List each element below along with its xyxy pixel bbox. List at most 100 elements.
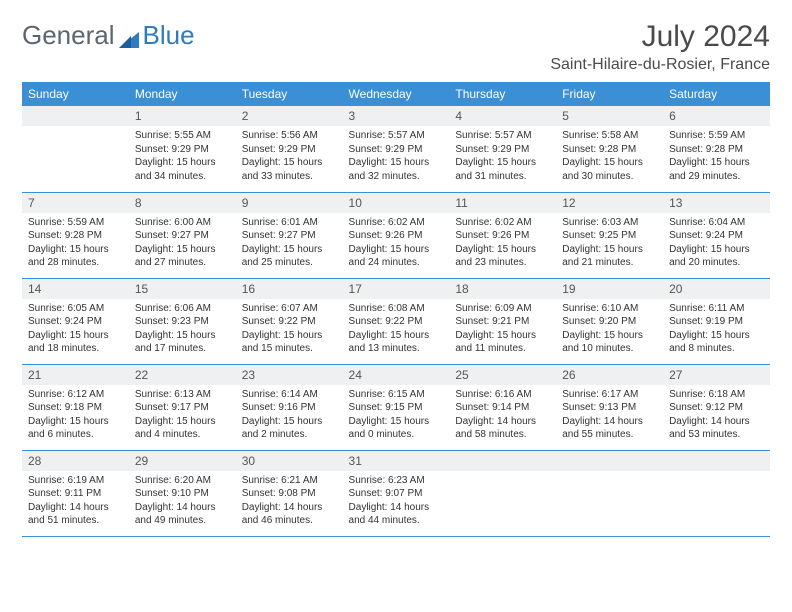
day-number: 19 xyxy=(556,279,663,299)
sunset-text: Sunset: 9:28 PM xyxy=(28,229,123,243)
day-number xyxy=(449,451,556,471)
calendar-cell: 3Sunrise: 5:57 AMSunset: 9:29 PMDaylight… xyxy=(343,106,450,192)
daylight-text: Daylight: 15 hours and 21 minutes. xyxy=(562,243,657,270)
day-number: 12 xyxy=(556,193,663,213)
day-number: 3 xyxy=(343,106,450,126)
day-details: Sunrise: 6:08 AMSunset: 9:22 PMDaylight:… xyxy=(343,299,450,360)
day-number: 11 xyxy=(449,193,556,213)
day-details: Sunrise: 6:21 AMSunset: 9:08 PMDaylight:… xyxy=(236,471,343,532)
sunset-text: Sunset: 9:24 PM xyxy=(669,229,764,243)
day-details: Sunrise: 6:03 AMSunset: 9:25 PMDaylight:… xyxy=(556,213,663,274)
sunrise-text: Sunrise: 6:15 AM xyxy=(349,388,444,402)
sunrise-text: Sunrise: 6:02 AM xyxy=(455,216,550,230)
calendar-body: 1Sunrise: 5:55 AMSunset: 9:29 PMDaylight… xyxy=(22,106,770,536)
day-number: 13 xyxy=(663,193,770,213)
sunrise-text: Sunrise: 6:19 AM xyxy=(28,474,123,488)
calendar-cell: 17Sunrise: 6:08 AMSunset: 9:22 PMDayligh… xyxy=(343,278,450,364)
day-number xyxy=(556,451,663,471)
month-title: July 2024 xyxy=(550,20,770,54)
daylight-text: Daylight: 15 hours and 0 minutes. xyxy=(349,415,444,442)
day-number: 7 xyxy=(22,193,129,213)
brand-part2: Blue xyxy=(143,20,195,51)
sunset-text: Sunset: 9:24 PM xyxy=(28,315,123,329)
day-header: Saturday xyxy=(663,82,770,106)
calendar-cell: 8Sunrise: 6:00 AMSunset: 9:27 PMDaylight… xyxy=(129,192,236,278)
daylight-text: Daylight: 15 hours and 29 minutes. xyxy=(669,156,764,183)
daylight-text: Daylight: 15 hours and 2 minutes. xyxy=(242,415,337,442)
sunset-text: Sunset: 9:29 PM xyxy=(455,143,550,157)
daylight-text: Daylight: 14 hours and 46 minutes. xyxy=(242,501,337,528)
day-number: 17 xyxy=(343,279,450,299)
daylight-text: Daylight: 15 hours and 27 minutes. xyxy=(135,243,230,270)
day-details: Sunrise: 6:01 AMSunset: 9:27 PMDaylight:… xyxy=(236,213,343,274)
day-details: Sunrise: 5:57 AMSunset: 9:29 PMDaylight:… xyxy=(449,126,556,187)
day-number: 1 xyxy=(129,106,236,126)
calendar-cell: 13Sunrise: 6:04 AMSunset: 9:24 PMDayligh… xyxy=(663,192,770,278)
day-header: Friday xyxy=(556,82,663,106)
day-details: Sunrise: 6:00 AMSunset: 9:27 PMDaylight:… xyxy=(129,213,236,274)
sunset-text: Sunset: 9:21 PM xyxy=(455,315,550,329)
day-number: 29 xyxy=(129,451,236,471)
sunrise-text: Sunrise: 6:08 AM xyxy=(349,302,444,316)
sunrise-text: Sunrise: 5:59 AM xyxy=(669,129,764,143)
sunrise-text: Sunrise: 6:18 AM xyxy=(669,388,764,402)
calendar-cell: 1Sunrise: 5:55 AMSunset: 9:29 PMDaylight… xyxy=(129,106,236,192)
daylight-text: Daylight: 15 hours and 30 minutes. xyxy=(562,156,657,183)
day-details: Sunrise: 6:14 AMSunset: 9:16 PMDaylight:… xyxy=(236,385,343,446)
sunrise-text: Sunrise: 6:14 AM xyxy=(242,388,337,402)
sunset-text: Sunset: 9:23 PM xyxy=(135,315,230,329)
sunrise-text: Sunrise: 6:06 AM xyxy=(135,302,230,316)
day-number: 10 xyxy=(343,193,450,213)
day-header: Tuesday xyxy=(236,82,343,106)
day-number: 22 xyxy=(129,365,236,385)
daylight-text: Daylight: 15 hours and 15 minutes. xyxy=(242,329,337,356)
calendar-cell: 9Sunrise: 6:01 AMSunset: 9:27 PMDaylight… xyxy=(236,192,343,278)
day-number: 30 xyxy=(236,451,343,471)
sunrise-text: Sunrise: 6:01 AM xyxy=(242,216,337,230)
daylight-text: Daylight: 14 hours and 58 minutes. xyxy=(455,415,550,442)
calendar-cell: 18Sunrise: 6:09 AMSunset: 9:21 PMDayligh… xyxy=(449,278,556,364)
calendar-cell: 14Sunrise: 6:05 AMSunset: 9:24 PMDayligh… xyxy=(22,278,129,364)
day-details: Sunrise: 6:12 AMSunset: 9:18 PMDaylight:… xyxy=(22,385,129,446)
calendar-cell: 31Sunrise: 6:23 AMSunset: 9:07 PMDayligh… xyxy=(343,450,450,536)
sunset-text: Sunset: 9:15 PM xyxy=(349,401,444,415)
day-details: Sunrise: 6:15 AMSunset: 9:15 PMDaylight:… xyxy=(343,385,450,446)
daylight-text: Daylight: 15 hours and 10 minutes. xyxy=(562,329,657,356)
calendar-cell: 19Sunrise: 6:10 AMSunset: 9:20 PMDayligh… xyxy=(556,278,663,364)
sunset-text: Sunset: 9:17 PM xyxy=(135,401,230,415)
calendar-week: 1Sunrise: 5:55 AMSunset: 9:29 PMDaylight… xyxy=(22,106,770,192)
day-details: Sunrise: 5:59 AMSunset: 9:28 PMDaylight:… xyxy=(663,126,770,187)
sunset-text: Sunset: 9:27 PM xyxy=(242,229,337,243)
day-details: Sunrise: 6:02 AMSunset: 9:26 PMDaylight:… xyxy=(449,213,556,274)
calendar-cell: 30Sunrise: 6:21 AMSunset: 9:08 PMDayligh… xyxy=(236,450,343,536)
daylight-text: Daylight: 15 hours and 11 minutes. xyxy=(455,329,550,356)
calendar-cell: 23Sunrise: 6:14 AMSunset: 9:16 PMDayligh… xyxy=(236,364,343,450)
sunset-text: Sunset: 9:20 PM xyxy=(562,315,657,329)
sunset-text: Sunset: 9:26 PM xyxy=(455,229,550,243)
daylight-text: Daylight: 14 hours and 53 minutes. xyxy=(669,415,764,442)
daylight-text: Daylight: 14 hours and 55 minutes. xyxy=(562,415,657,442)
calendar-head: SundayMondayTuesdayWednesdayThursdayFrid… xyxy=(22,82,770,106)
day-details: Sunrise: 5:59 AMSunset: 9:28 PMDaylight:… xyxy=(22,213,129,274)
sunrise-text: Sunrise: 6:03 AM xyxy=(562,216,657,230)
sunrise-text: Sunrise: 6:09 AM xyxy=(455,302,550,316)
sunset-text: Sunset: 9:29 PM xyxy=(135,143,230,157)
sunrise-text: Sunrise: 6:17 AM xyxy=(562,388,657,402)
day-header: Sunday xyxy=(22,82,129,106)
calendar-cell: 4Sunrise: 5:57 AMSunset: 9:29 PMDaylight… xyxy=(449,106,556,192)
daylight-text: Daylight: 14 hours and 44 minutes. xyxy=(349,501,444,528)
sunrise-text: Sunrise: 6:13 AM xyxy=(135,388,230,402)
sunset-text: Sunset: 9:10 PM xyxy=(135,487,230,501)
day-details: Sunrise: 5:56 AMSunset: 9:29 PMDaylight:… xyxy=(236,126,343,187)
calendar-cell: 7Sunrise: 5:59 AMSunset: 9:28 PMDaylight… xyxy=(22,192,129,278)
sunset-text: Sunset: 9:29 PM xyxy=(349,143,444,157)
sunrise-text: Sunrise: 5:58 AM xyxy=(562,129,657,143)
sunrise-text: Sunrise: 6:12 AM xyxy=(28,388,123,402)
day-number: 14 xyxy=(22,279,129,299)
day-number: 26 xyxy=(556,365,663,385)
sunrise-text: Sunrise: 5:56 AM xyxy=(242,129,337,143)
day-number: 9 xyxy=(236,193,343,213)
day-number: 27 xyxy=(663,365,770,385)
daylight-text: Daylight: 15 hours and 32 minutes. xyxy=(349,156,444,183)
sunset-text: Sunset: 9:29 PM xyxy=(242,143,337,157)
